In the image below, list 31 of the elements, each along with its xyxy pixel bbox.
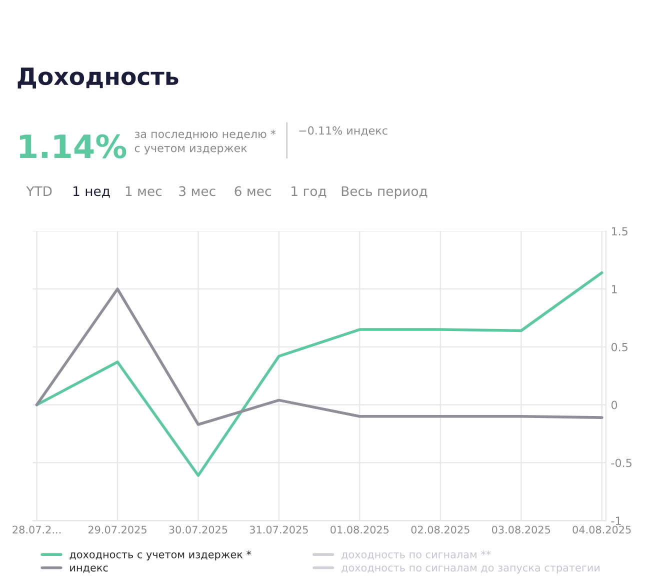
- x-tick-label: 30.07.2025: [169, 526, 228, 534]
- text: за последнюю неделю * с учетом издержек: [134, 130, 276, 154]
- legend-label: доходность с учетом издержек *: [70, 550, 252, 560]
- x-tick-label: 28.07.2...: [12, 526, 61, 534]
- x-tick-label: 31.07.2025: [250, 526, 308, 534]
- y-tick-label: 1: [612, 285, 617, 294]
- legend-label: индекс: [70, 566, 108, 573]
- y-tick-label: 1.5: [612, 227, 628, 236]
- text: YTD: [26, 186, 52, 196]
- text: 6 мес: [234, 186, 271, 196]
- line-series: [35, 271, 604, 477]
- line-series: [35, 288, 604, 426]
- x-tick-label: 01.08.2025: [330, 526, 389, 534]
- x-tick-label: 02.08.2025: [411, 526, 470, 534]
- legend-label: доходность по сигналам до запуска стратегии: [342, 566, 600, 574]
- legend-label: доходность по сигналам **: [342, 550, 491, 560]
- text: 1 нед: [74, 186, 110, 198]
- text: −0.11% индекс: [299, 126, 388, 136]
- y-tick-label: -0.5: [611, 458, 632, 468]
- chart-title: Доходность: [18, 68, 178, 89]
- text: Весь период: [342, 186, 428, 199]
- y-tick-label: 0.5: [611, 342, 628, 352]
- x-tick-label: 04.08.2025: [572, 526, 631, 534]
- x-tick-label: 29.07.2025: [88, 526, 146, 534]
- text: 1 год: [292, 186, 326, 198]
- y-tick-label: 0: [611, 400, 618, 410]
- text: 1.14%: [20, 134, 126, 158]
- text: 3 мес: [179, 186, 216, 196]
- text: 1 мес: [126, 186, 162, 196]
- y-tick-label: -1: [611, 516, 621, 525]
- x-tick-label: 03.08.2025: [492, 526, 550, 534]
